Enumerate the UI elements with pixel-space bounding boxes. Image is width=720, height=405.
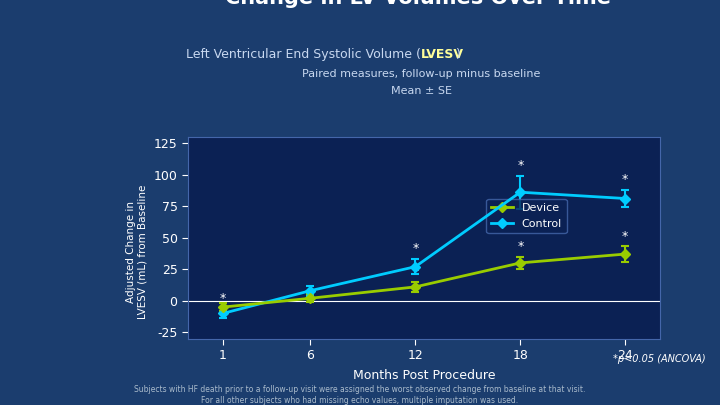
Text: *: * [413, 265, 418, 278]
Text: *: * [517, 240, 523, 253]
Text: *: * [622, 173, 629, 186]
Legend: Device, Control: Device, Control [486, 199, 567, 233]
Text: Left Ventricular End Systolic Volume (: Left Ventricular End Systolic Volume ( [186, 48, 421, 61]
Text: Change in LV Volumes Over Time: Change in LV Volumes Over Time [225, 0, 611, 8]
Text: *: * [413, 242, 418, 255]
Text: Adjusted Change in
LVESV (mL) from Baseline: Adjusted Change in LVESV (mL) from Basel… [126, 184, 148, 319]
Text: Mean ± SE: Mean ± SE [391, 86, 451, 96]
Text: *: * [220, 292, 226, 305]
Text: LVESV: LVESV [421, 48, 464, 61]
Text: *: * [517, 159, 523, 172]
X-axis label: Months Post Procedure: Months Post Procedure [353, 369, 495, 382]
Text: *p<0.05 (ANCOVA): *p<0.05 (ANCOVA) [613, 354, 706, 364]
Text: *: * [622, 230, 629, 243]
Text: Subjects with HF death prior to a follow-up visit were assigned the worst observ: Subjects with HF death prior to a follow… [135, 385, 585, 405]
Text: Paired measures, follow-up minus baseline: Paired measures, follow-up minus baselin… [302, 69, 541, 79]
Text: ): ) [456, 48, 461, 61]
